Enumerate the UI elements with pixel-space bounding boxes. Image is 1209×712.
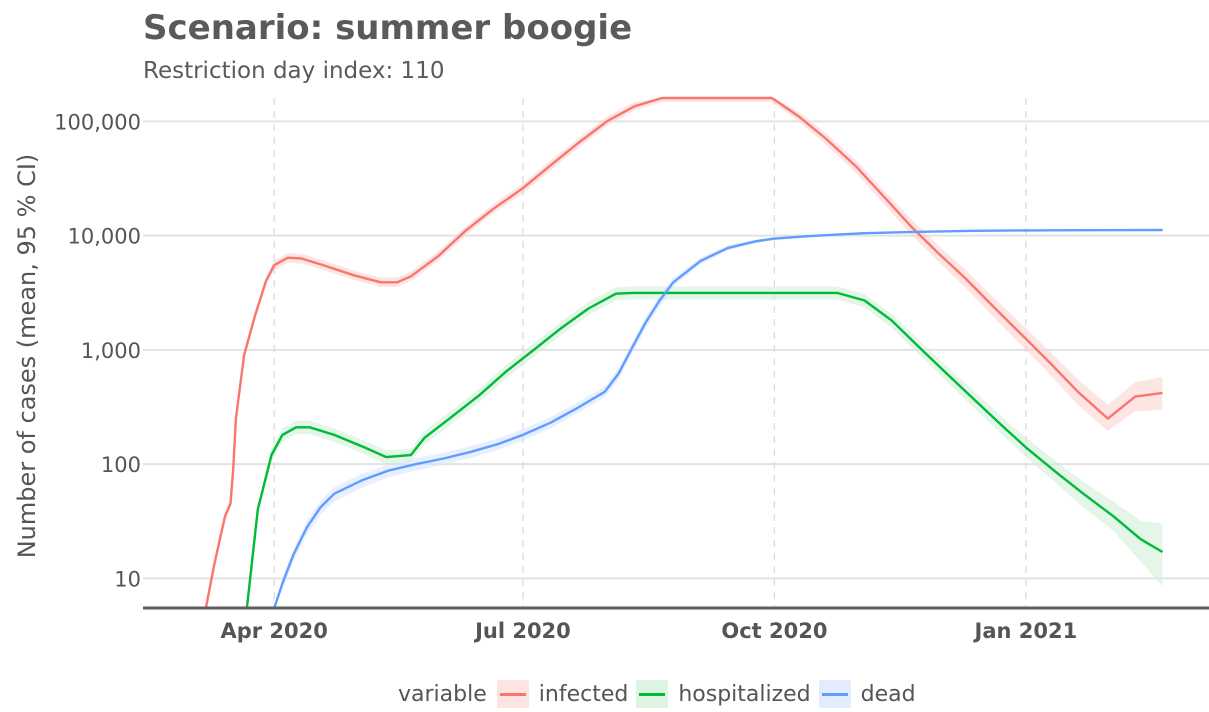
plot-area: 10 100 1,000 10,000 100,000 Apr 2020 Jul 2020… (0, 96, 1209, 680)
legend-title: variable (398, 681, 487, 707)
line-infected (204, 96, 1163, 609)
y-tick-label-3: 10,000 (68, 225, 141, 249)
y-tick-labels: 10 100 1,000 10,000 100,000 (54, 110, 141, 591)
confidence-bands (205, 98, 1163, 609)
chart-title: Scenario: summer boogie (143, 8, 633, 48)
y-gridlines (143, 120, 1209, 580)
y-tick-label-4: 100,000 (54, 110, 141, 134)
line-hospitalized (245, 291, 1164, 609)
legend-key-dead (818, 680, 851, 708)
band-hospitalized (246, 286, 1163, 608)
x-tick-label-1: Jul 2020 (473, 619, 571, 643)
plot-bottom-mask (0, 608, 1209, 680)
x-tick-labels: Apr 2020 Jul 2020 Oct 2020 Jan 2021 (220, 619, 1077, 643)
y-tick-label-2: 1,000 (81, 339, 141, 363)
legend: variable infected hospitalized dead (0, 680, 1209, 712)
x-tick-label-3: Jan 2021 (973, 619, 1078, 643)
legend-label-dead: dead (860, 681, 916, 707)
line-dead (273, 228, 1163, 609)
x-gridlines (273, 98, 1027, 608)
legend-item-hospitalized: hospitalized (636, 680, 811, 708)
band-dead (274, 229, 1163, 609)
legend-key-infected (496, 680, 529, 708)
series-lines (204, 96, 1164, 609)
legend-key-hospitalized (636, 680, 669, 708)
x-tick-label-2: Oct 2020 (721, 619, 827, 643)
y-axis-label: Number of cases (mean, 95 % CI) (13, 154, 41, 559)
legend-label-hospitalized: hospitalized (678, 681, 811, 707)
y-tick-label-1: 100 (101, 453, 141, 477)
y-tick-label-0: 10 (114, 567, 141, 591)
x-tick-label-0: Apr 2020 (220, 619, 327, 643)
legend-item-infected: infected (496, 680, 629, 708)
chart-subtitle: Restriction day index: 110 (143, 58, 445, 84)
legend-item-dead: dead (818, 680, 916, 708)
legend-label-infected: infected (538, 681, 629, 707)
band-infected (205, 98, 1163, 608)
